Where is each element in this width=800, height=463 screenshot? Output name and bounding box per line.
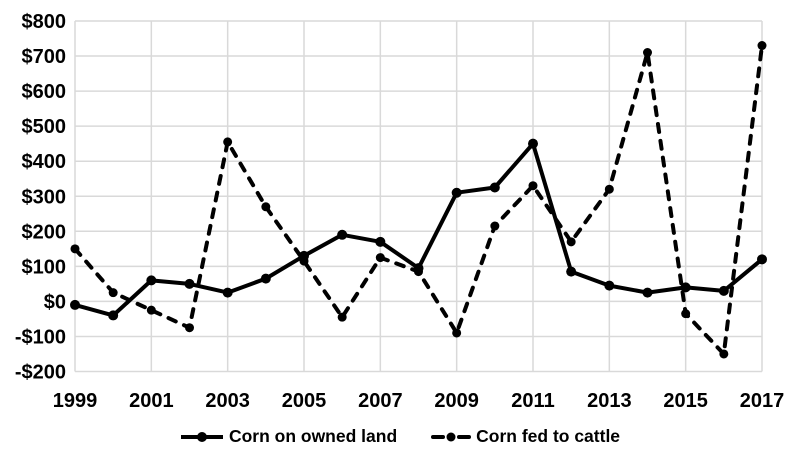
data-point-marker [337,229,348,240]
y-tick-label: $500 [22,116,67,138]
data-point-marker [260,273,271,284]
x-tick-label: 2011 [511,390,554,412]
data-point-marker [222,287,233,298]
y-tick-label: $100 [22,256,67,278]
data-point-marker [146,275,157,286]
legend-item-corn-on-owned-land: Corn on owned land [180,426,397,447]
data-point-marker [528,138,538,149]
x-tick-label: 2009 [434,390,479,412]
data-point-marker [146,305,156,315]
series-line-solid [74,141,764,318]
data-point-marker [680,282,691,293]
data-point-marker [566,266,577,277]
data-point-marker [681,309,691,319]
y-tick-label: $700 [22,46,67,68]
data-point-marker [299,256,309,266]
data-point-marker [185,323,194,333]
y-tick-label: $800 [22,11,67,33]
data-point-marker [184,278,195,289]
data-point-marker [108,288,118,298]
data-point-marker [108,310,119,321]
data-point-marker [261,202,271,212]
data-point-marker [642,287,653,298]
y-tick-label: $300 [22,186,67,208]
y-tick-label: $200 [22,221,67,243]
data-point-marker [757,41,767,51]
data-point-marker [223,137,233,147]
data-point-marker [528,181,538,191]
data-point-marker [604,184,614,194]
data-point-marker [375,236,386,247]
x-tick-label: 2015 [663,390,708,412]
x-tick-label: 2001 [129,390,174,412]
data-point-marker [451,187,462,198]
x-tick-label: 2003 [205,390,250,412]
x-tick-label: 2017 [740,390,785,412]
data-point-marker [70,244,80,254]
legend-label-corn-on-owned-land: Corn on owned land [228,426,398,446]
data-point-marker [375,253,385,263]
y-tick-label: -$200 [15,362,66,384]
y-tick-label: -$100 [15,326,66,348]
data-point-marker [489,182,500,193]
data-point-marker [70,299,80,310]
data-point-marker [719,349,729,359]
legend: Corn on owned land Corn fed to cattle [0,426,800,447]
data-point-marker [757,254,767,265]
solid-line-legend-icon [180,431,223,442]
data-point-marker [604,280,615,291]
data-point-marker [452,328,462,338]
data-point-marker [566,237,576,247]
x-tick-label: 2005 [282,390,327,412]
data-point-marker [337,312,347,322]
legend-label-corn-fed-to-cattle: Corn fed to cattle [476,426,621,446]
x-tick-label: 1999 [53,390,98,412]
data-point-marker [643,48,652,58]
x-tick-label: 2007 [358,390,403,412]
y-tick-label: $0 [44,291,66,313]
y-tick-label: $600 [22,81,67,103]
y-tick-label: $400 [22,151,67,173]
legend-item-corn-fed-to-cattle: Corn fed to cattle [431,426,620,447]
data-point-marker [414,267,423,277]
dashed-line-legend-icon [431,432,472,441]
x-tick-label: 2013 [587,390,632,412]
data-point-marker [490,221,500,231]
data-point-marker [718,285,729,296]
